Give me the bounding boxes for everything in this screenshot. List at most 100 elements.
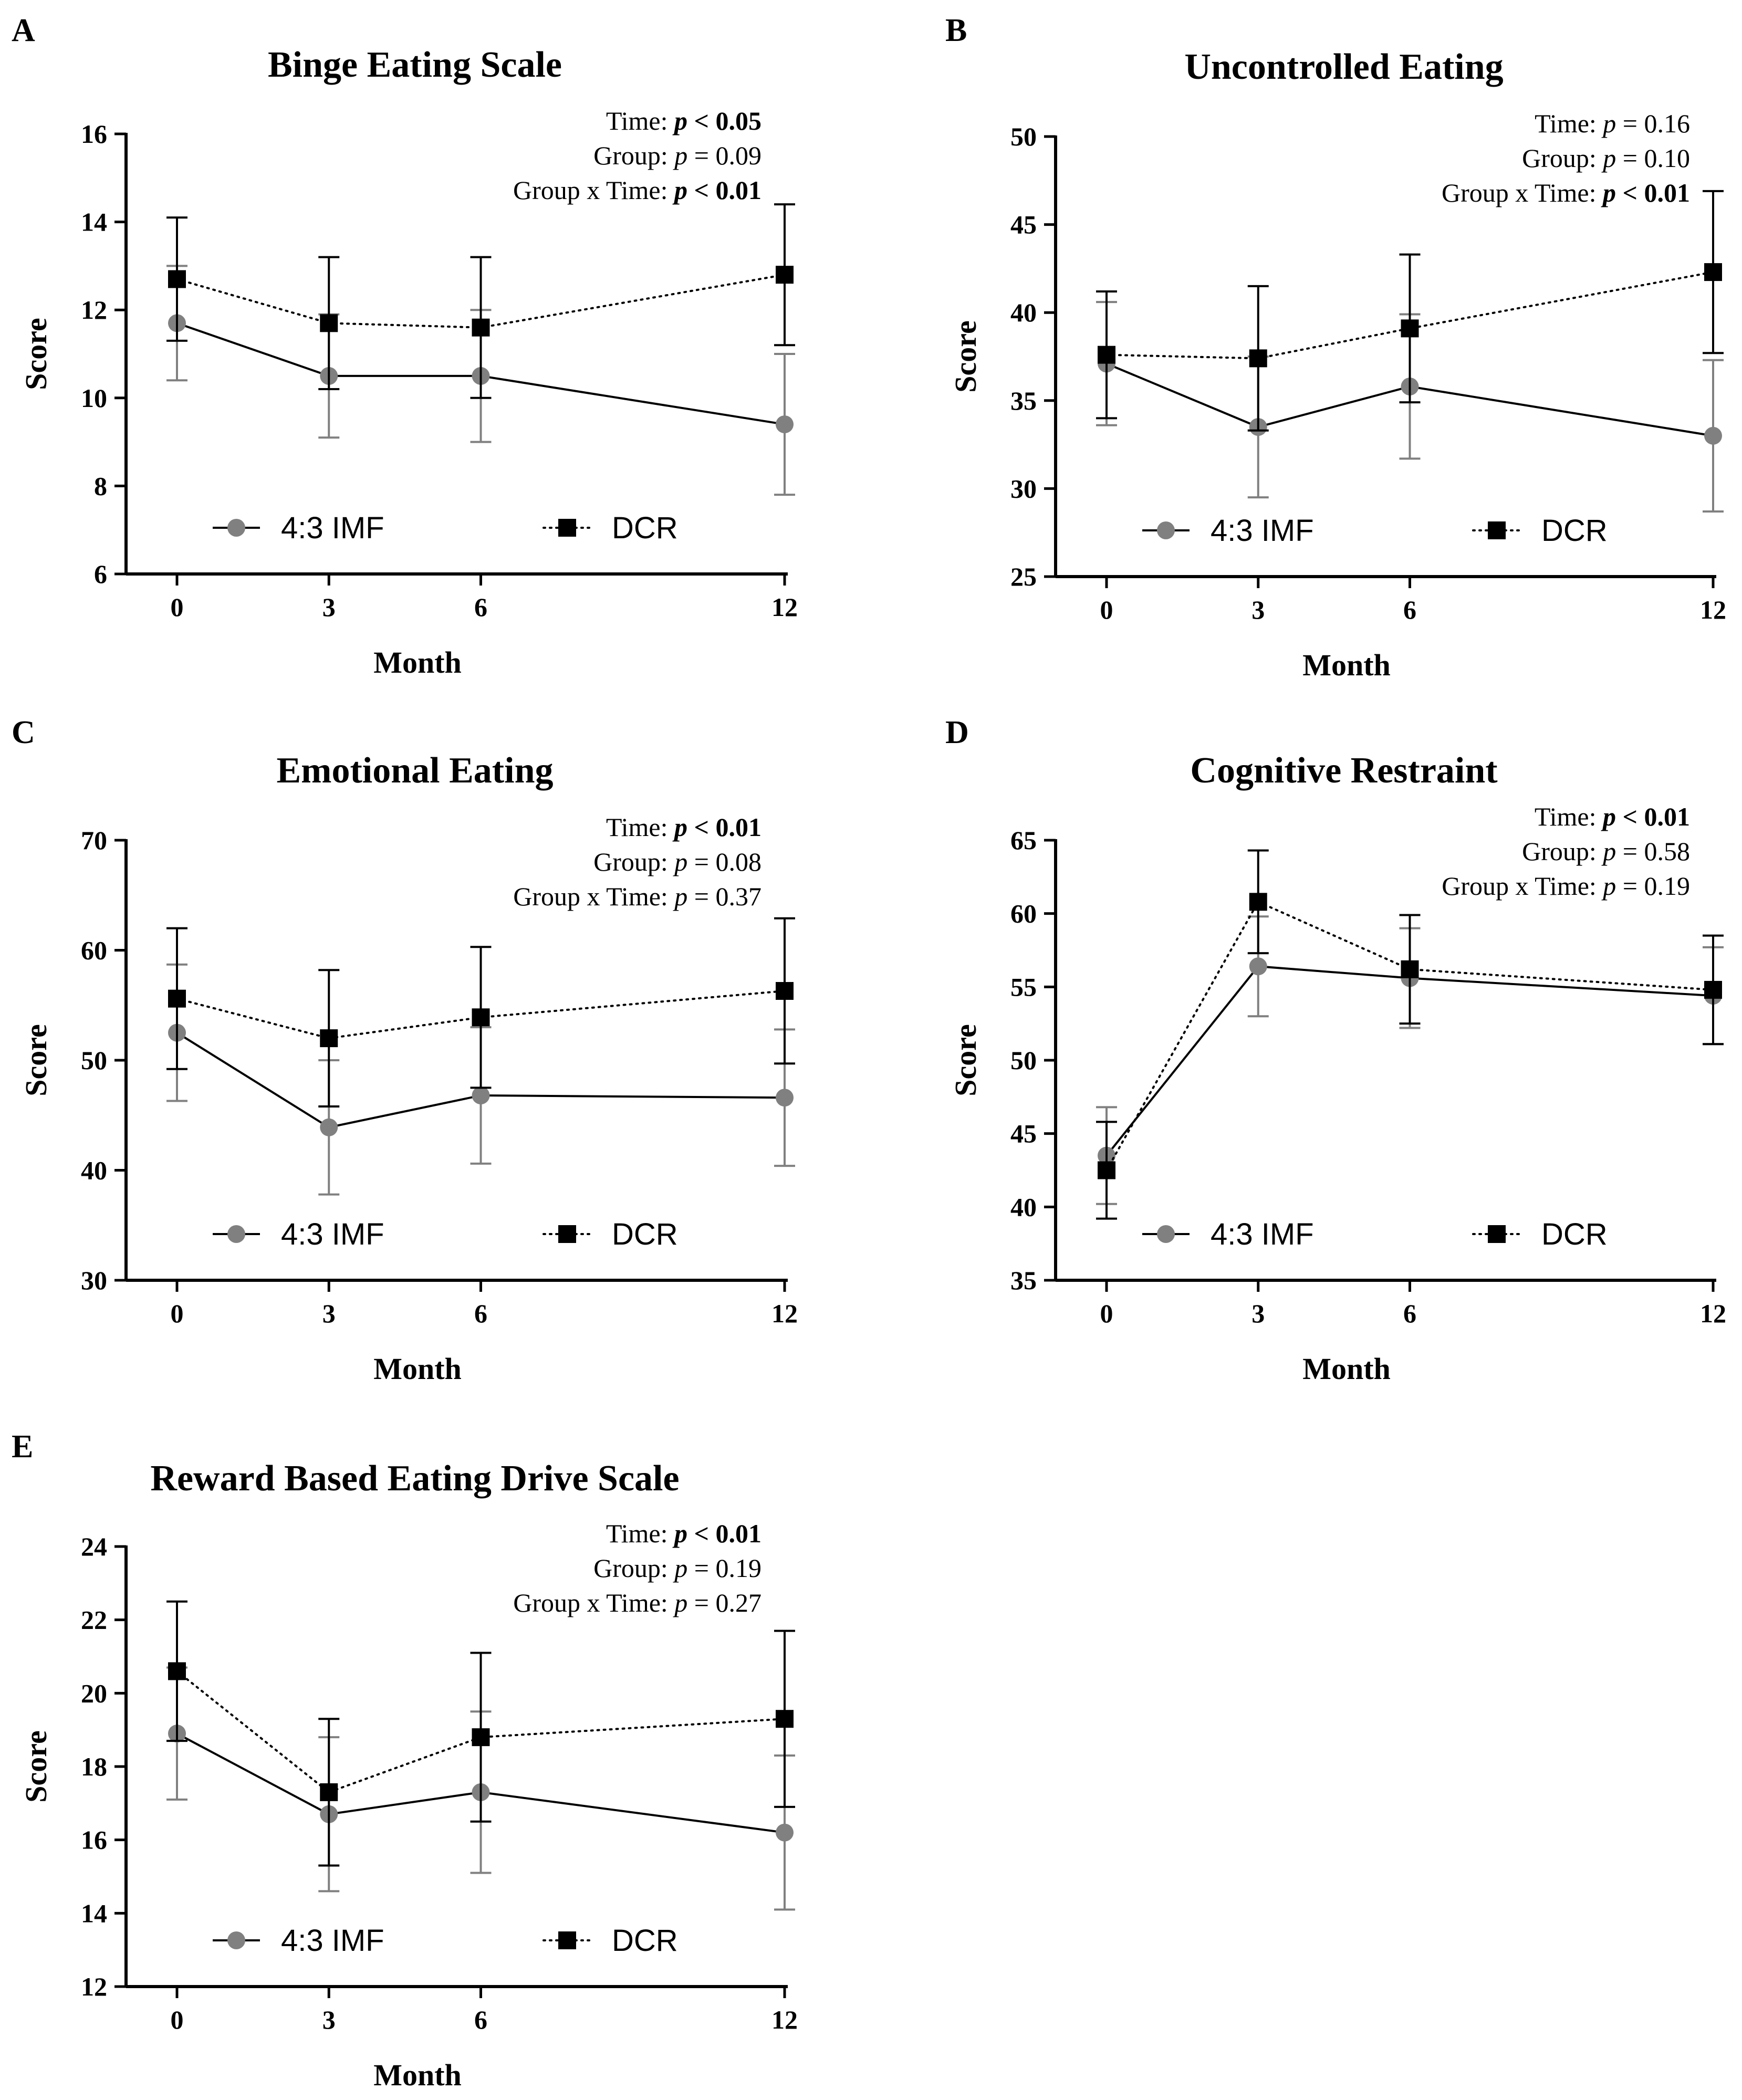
- data-point-circle: [1249, 957, 1267, 976]
- y-tick-label: 16: [81, 1825, 107, 1855]
- y-tick-label: 35: [1010, 386, 1037, 415]
- y-tick-label: 55: [1010, 972, 1037, 1001]
- legend-marker-dcr: [558, 1931, 576, 1949]
- legend-label-dcr: DCR: [1541, 514, 1608, 548]
- stat-interaction: Group x Time: p < 0.01: [513, 175, 762, 205]
- x-tick-label: 0: [171, 1299, 184, 1328]
- stat-label: Time:: [606, 812, 674, 842]
- y-tick-label: 40: [1010, 298, 1037, 327]
- data-point-square: [320, 1029, 338, 1048]
- series-line: [1105, 900, 1714, 1172]
- stat-p-symbol: p: [673, 1553, 687, 1583]
- x-tick-label: 12: [771, 2005, 798, 2034]
- x-tick-label: 6: [474, 2005, 487, 2034]
- data-point-square: [776, 266, 794, 284]
- data-point-square: [320, 1783, 338, 1801]
- legend-marker-imf: [1157, 1225, 1175, 1243]
- y-tick-label: 40: [81, 1156, 107, 1185]
- chart-title: Uncontrolled Eating: [1184, 47, 1503, 87]
- stat-label: Group x Time:: [1442, 178, 1603, 207]
- x-tick-label: 12: [771, 1299, 798, 1328]
- y-tick-label: 12: [81, 295, 107, 325]
- panel-letter: A: [12, 13, 35, 48]
- legend-label-dcr: DCR: [612, 1924, 678, 1958]
- panel-b: B Uncontrolled Eating 25 30 35 40 45 50 0 3 6 12 Mon…: [945, 13, 1726, 682]
- data-point-square: [1249, 893, 1267, 911]
- data-point-square: [1704, 980, 1722, 999]
- x-tick-label: 12: [1700, 595, 1726, 624]
- chart-title: Binge Eating Scale: [268, 45, 562, 85]
- stat-interaction: Group x Time: p = 0.27: [513, 1588, 762, 1617]
- x-tick-label: 12: [1700, 1299, 1726, 1328]
- y-tick-label: 25: [1010, 562, 1037, 591]
- y-tick-label: 24: [81, 1532, 107, 1561]
- stat-p-symbol: p: [672, 106, 687, 135]
- series-dcr: [1096, 849, 1724, 1220]
- y-axis-label: Score: [19, 1024, 53, 1096]
- data-point-circle: [776, 1089, 794, 1107]
- data-point-square: [168, 1662, 186, 1680]
- legend-label-imf: 4:3 IMF: [281, 511, 384, 545]
- legend-marker-dcr: [1488, 1225, 1506, 1243]
- panel-a: A Binge Eating Scale 6 8 10 12 14 16 0 3 6 12 Month S…: [12, 13, 798, 680]
- data-point-square: [168, 989, 186, 1008]
- legend-label-dcr: DCR: [612, 1217, 678, 1251]
- stat-label: Group:: [593, 847, 674, 876]
- panel-d: D Cognitive Restraint 35 40 45 50 55 60 65 0 3 6 12 M…: [945, 715, 1726, 1386]
- stat-label: Group x Time:: [513, 882, 674, 911]
- stat-p-value: = 0.10: [1616, 143, 1690, 173]
- data-point-circle: [1704, 426, 1722, 445]
- y-tick-label: 45: [1010, 210, 1037, 239]
- y-tick-label: 70: [81, 826, 107, 855]
- x-tick-label: 3: [322, 592, 336, 622]
- legend-label-imf: 4:3 IMF: [281, 1924, 384, 1958]
- stat-label: Group:: [593, 141, 674, 170]
- y-tick-label: 22: [81, 1605, 107, 1635]
- legend-marker-dcr: [1488, 521, 1506, 539]
- stat-p-symbol: p: [672, 1519, 687, 1548]
- y-tick-label: 60: [1010, 899, 1037, 928]
- legend: 4:3 IMF DCR: [1142, 514, 1608, 548]
- legend-label-imf: 4:3 IMF: [1211, 514, 1314, 548]
- series-dcr: [1096, 190, 1724, 432]
- stat-p-value: = 0.16: [1616, 109, 1690, 138]
- panel-c: C Emotional Eating 30 40 50 60 70 0 3 6 12 Month Sco…: [12, 715, 798, 1386]
- stat-label: Group x Time:: [513, 1588, 674, 1617]
- series-line: [176, 274, 786, 329]
- stat-p-value: < 0.05: [687, 106, 762, 135]
- chart-title: Emotional Eating: [276, 750, 553, 791]
- data-point-square: [1098, 346, 1115, 364]
- data-point-circle: [776, 415, 794, 434]
- stat-label: Time:: [606, 1519, 674, 1548]
- stat-p-value: < 0.01: [687, 1519, 762, 1548]
- y-axis-label: Score: [19, 1730, 53, 1802]
- legend: 4:3 IMF DCR: [213, 511, 678, 545]
- stat-time: Time: p < 0.01: [606, 1519, 762, 1548]
- legend: 4:3 IMF DCR: [213, 1217, 678, 1251]
- panel-letter: B: [945, 13, 967, 48]
- legend: 4:3 IMF DCR: [1142, 1217, 1608, 1251]
- stat-group: Group: p = 0.09: [593, 141, 762, 170]
- stat-p-symbol: p: [1601, 837, 1616, 866]
- stat-p-symbol: p: [1601, 109, 1616, 138]
- series-line: [1105, 965, 1714, 1157]
- legend-marker-dcr: [558, 519, 576, 537]
- data-point-square: [1401, 960, 1419, 978]
- stat-p-value: < 0.01: [1616, 178, 1690, 207]
- legend-marker-dcr: [558, 1225, 576, 1243]
- x-tick-label: 0: [1100, 595, 1113, 624]
- legend-marker-imf: [227, 1931, 245, 1949]
- y-tick-label: 40: [1010, 1192, 1037, 1221]
- stat-time: Time: p < 0.01: [1535, 802, 1690, 831]
- y-tick-label: 30: [81, 1266, 107, 1295]
- stat-time: Time: p = 0.16: [1535, 109, 1690, 138]
- stat-label: Group x Time:: [513, 175, 674, 205]
- stat-group: Group: p = 0.19: [593, 1553, 762, 1583]
- y-axis-label: Score: [948, 1024, 983, 1096]
- legend-marker-imf: [1157, 521, 1175, 539]
- data-point-square: [776, 982, 794, 1000]
- y-tick-label: 18: [81, 1752, 107, 1781]
- x-tick-label: 6: [1403, 1299, 1416, 1328]
- data-point-square: [472, 1008, 490, 1027]
- stat-p-symbol: p: [672, 175, 687, 205]
